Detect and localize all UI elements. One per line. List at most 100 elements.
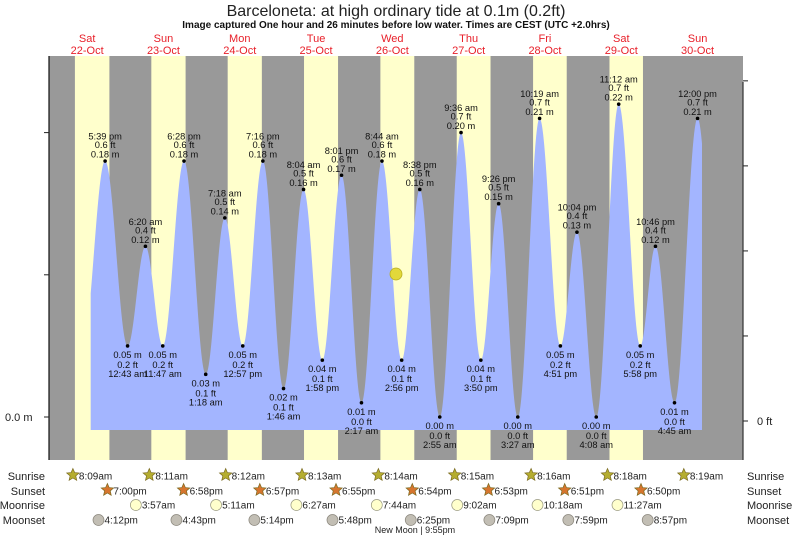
tide-point-dot	[496, 201, 501, 206]
tide-time-label: 3:27 am	[501, 440, 535, 450]
tide-curve-area	[90, 104, 702, 430]
sunrise-star-icon	[524, 467, 539, 482]
moonset-time: 4:43pm	[182, 516, 215, 527]
moonrise-icon	[531, 499, 544, 511]
tide-point-dot	[160, 344, 165, 348]
sunrise-time: 8:13am	[308, 472, 341, 483]
moonset-icon	[248, 514, 261, 526]
tide-point-dot	[261, 159, 265, 163]
axes: 0.0 m 0 ft	[5, 56, 772, 460]
sunset-row-label-left: Sunset	[11, 486, 45, 498]
sunset-entry: 6:57pm	[252, 482, 299, 498]
tide-ft-label: 0.4 ft	[135, 225, 156, 235]
moonrise-time: 3:57am	[142, 501, 175, 512]
moonset-time: 6:25pm	[417, 516, 450, 527]
tide-m-label: 0.05 m	[229, 350, 258, 360]
moonrise-icon	[370, 499, 383, 511]
sunrise-entry: 8:12am	[218, 467, 265, 483]
moonset-entry: 7:09pm	[483, 514, 529, 527]
sunrise-time: 8:14am	[384, 472, 417, 483]
day-weekday-label: Sat	[613, 33, 630, 45]
tide-m-label: 0.02 m	[269, 393, 298, 403]
moonset-time: 8:57pm	[654, 516, 687, 527]
tide-ft-label: 0.0 ft	[429, 431, 450, 441]
tide-point-dot	[459, 130, 463, 135]
tide-point-dot	[558, 344, 563, 348]
high-tide-point: 5:39 pm0.6 ft0.18 m	[88, 132, 122, 163]
sunrise-entry: 8:16am	[524, 467, 570, 483]
tide-ft-label: 0.6 ft	[95, 140, 116, 150]
day-weekday-label: Wed	[381, 33, 403, 45]
moonrise-icon	[451, 499, 464, 511]
tide-m-label: 0.18 m	[91, 150, 120, 160]
tide-time-label: 8:01 pm	[325, 146, 359, 156]
day-weekday-label: Sun	[688, 33, 708, 45]
sunset-entry: 6:54pm	[405, 482, 452, 498]
moonrise-entry: 9:02am	[451, 499, 497, 512]
tide-m-label: 0.21 m	[683, 107, 712, 117]
moonset-time: 5:14pm	[260, 516, 293, 527]
tide-time-label: 10:46 pm	[636, 217, 675, 227]
tide-m-label: 0.13 m	[563, 221, 592, 231]
chart-subtitle: Image captured One hour and 26 minutes b…	[182, 20, 609, 31]
tide-m-label: 0.00 m	[582, 421, 611, 431]
day-weekday-label: Sat	[79, 33, 96, 45]
tide-point-dot	[240, 344, 245, 348]
moonset-time: 4:12pm	[105, 516, 138, 527]
high-tide-point: 10:19 am0.7 ft0.21 m	[520, 89, 559, 121]
sunrise-entry: 8:11am	[142, 467, 188, 483]
high-tide-point: 10:46 pm0.4 ft0.12 m	[636, 217, 675, 249]
moonrise-entry: 6:27am	[290, 499, 336, 512]
tide-m-label: 0.22 m	[604, 93, 633, 103]
tide-time-label: 5:39 pm	[88, 132, 122, 142]
high-tide-point: 8:04 am0.5 ft0.16 m	[287, 160, 321, 192]
sunset-row-label-right: Sunset	[747, 486, 781, 498]
sunset-star-icon	[329, 482, 344, 497]
tide-m-label: 0.01 m	[347, 407, 376, 417]
sunrise-entry: 8:09am	[65, 467, 112, 483]
sunrise-star-icon	[676, 467, 691, 482]
moonset-row-label-right: Moonset	[747, 515, 789, 527]
tide-ft-label: 0.7 ft	[608, 83, 629, 93]
tide-ft-label: 0.1 ft	[195, 388, 216, 398]
moonset-entry: 4:43pm	[170, 514, 216, 527]
tide-point-dot	[616, 102, 621, 106]
tide-m-label: 0.16 m	[406, 178, 435, 188]
tide-time-label: 8:44 am	[365, 132, 399, 142]
high-tide-point: 7:18 am0.5 ft0.14 m	[208, 188, 242, 220]
sunset-entry: 6:51pm	[557, 482, 604, 498]
tide-m-label: 0.03 m	[192, 378, 221, 388]
tide-point-dot	[399, 358, 404, 362]
tide-ft-label: 0.4 ft	[567, 211, 588, 221]
moonrise-icon	[611, 499, 624, 511]
sunrise-entry: 8:15am	[447, 467, 494, 483]
sunset-time: 6:53pm	[495, 487, 528, 498]
high-tide-point: 8:38 pm0.5 ft0.16 m	[403, 160, 437, 192]
low-tide-point: 0.05 m0.2 ft4:51 pm	[544, 344, 577, 379]
moonset-entry: 7:59pm	[562, 514, 608, 527]
tide-time-label: 5:58 pm	[623, 369, 657, 379]
tide-point-dot	[575, 230, 579, 234]
tide-m-label: 0.18 m	[170, 150, 199, 160]
sunset-time: 6:54pm	[418, 487, 451, 498]
tide-time-label: 12:57 pm	[223, 369, 262, 379]
tide-time-label: 9:36 am	[444, 103, 478, 113]
moon-phase-marker	[389, 267, 403, 281]
moonrise-entry: 3:57am	[130, 499, 175, 512]
tide-time-label: 1:18 am	[189, 397, 223, 407]
moonset-entry: 5:48pm	[326, 514, 372, 527]
sunrise-row-label-left: Sunrise	[8, 471, 45, 483]
sunrise-row-label-right: Sunrise	[747, 471, 784, 483]
tide-ft-label: 0.0 ft	[664, 417, 685, 427]
tide-point-dot	[479, 358, 483, 362]
tide-point-dot	[223, 216, 227, 220]
tide-ft-label: 0.5 ft	[214, 197, 235, 207]
sunset-time: 6:57pm	[266, 487, 299, 498]
tide-m-label: 0.16 m	[289, 178, 318, 188]
tide-ft-label: 0.2 ft	[152, 360, 173, 370]
sunset-time: 6:51pm	[571, 487, 604, 498]
moonset-row-label-left: Moonset	[3, 515, 45, 527]
sunset-star-icon	[176, 482, 191, 497]
